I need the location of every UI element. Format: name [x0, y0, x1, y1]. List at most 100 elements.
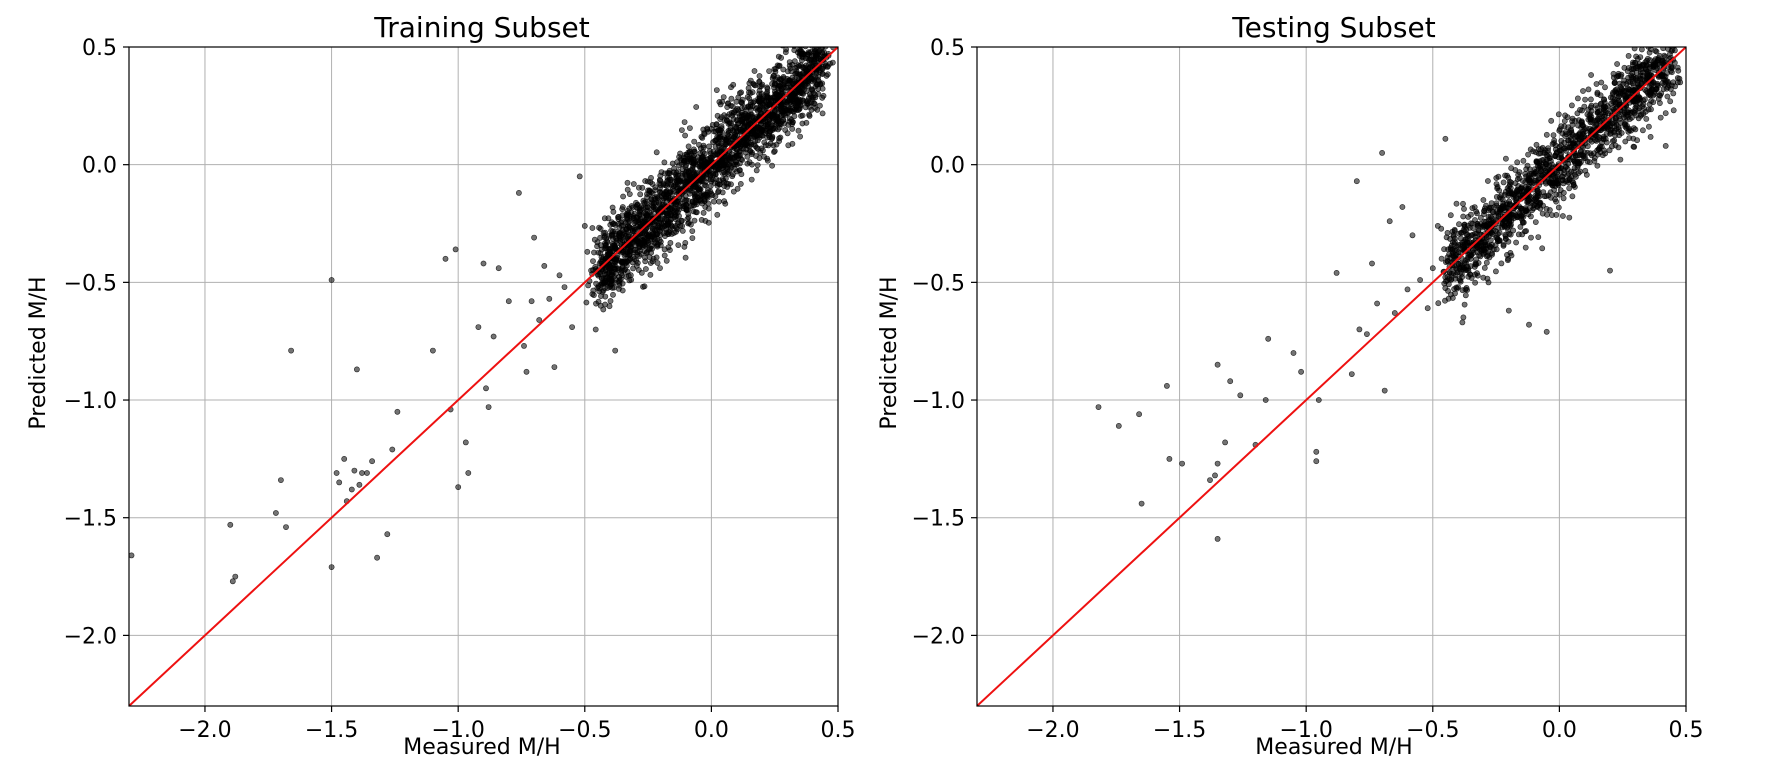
training-y-tick-label: −1.5: [64, 507, 117, 532]
testing-data-point: [1556, 191, 1563, 198]
testing-data-point: [1617, 84, 1624, 90]
training-data-point: [792, 34, 797, 39]
testing-data-point: [1569, 115, 1576, 122]
testing-data-point: [1549, 140, 1556, 147]
training-data-point: [531, 234, 537, 241]
testing-data-point: [1548, 194, 1554, 201]
training-data-point: [823, 72, 830, 79]
testing-data-point: [1635, 95, 1642, 102]
testing-data-point: [1451, 241, 1458, 247]
testing-data-point: [1670, 79, 1677, 86]
testing-data-point: [1599, 139, 1605, 146]
testing-data-point: [1547, 207, 1553, 213]
training-data-point: [754, 127, 761, 134]
testing-data-point: [1656, 29, 1661, 34]
training-data-point: [348, 486, 355, 493]
testing-data-point: [1471, 204, 1478, 210]
training-data-point: [731, 133, 737, 140]
training-data-point: [600, 230, 607, 237]
testing-data-point: [1548, 175, 1555, 182]
testing-data-point: [1673, 41, 1678, 46]
training-data-point: [786, 77, 793, 84]
training-data-point: [774, 111, 781, 118]
training-data-point: [608, 275, 615, 282]
training-data-point: [734, 105, 741, 112]
training-data-point: [653, 149, 660, 156]
testing-data-point: [1265, 335, 1272, 342]
testing-data-point: [1657, 114, 1664, 121]
training-data-point: [505, 298, 512, 305]
training-data-point: [798, 62, 804, 69]
testing-y-tick-label: −1.5: [912, 507, 965, 532]
training-data-point: [731, 124, 738, 130]
training-data-point: [589, 225, 596, 231]
training-data-point: [619, 204, 626, 210]
training-data-point: [475, 324, 482, 330]
training-data-point: [647, 260, 654, 266]
training-data-point: [666, 170, 672, 176]
training-data-point: [785, 142, 792, 149]
testing-data-point: [1566, 185, 1573, 192]
training-data-point: [642, 254, 648, 261]
training-data-point: [716, 147, 723, 154]
testing-y-axis-label: Predicted M/H: [877, 276, 902, 429]
training-data-point: [771, 149, 777, 155]
testing-data-point: [1353, 178, 1360, 185]
training-data-point: [798, 113, 804, 119]
training-data-point: [356, 481, 363, 488]
training-data-point: [667, 239, 674, 246]
testing-data-point: [1653, 48, 1660, 55]
training-data-point: [551, 364, 558, 370]
training-data-point: [608, 227, 615, 234]
testing-data-point: [1552, 153, 1559, 160]
training-data-point: [789, 125, 796, 132]
testing-data-point: [1634, 137, 1640, 144]
training-data-point: [809, 96, 816, 103]
testing-y-tick-label: −1.0: [912, 389, 965, 414]
testing-data-point: [1434, 222, 1441, 229]
training-data-point: [712, 137, 719, 144]
training-data-point: [797, 102, 804, 108]
training-data-point: [817, 38, 822, 43]
testing-data-point: [1583, 125, 1590, 132]
testing-data-point: [1505, 187, 1512, 194]
training-data-point: [692, 193, 699, 200]
training-data-point: [624, 179, 631, 186]
training-data-point: [669, 223, 676, 230]
testing-data-point: [1447, 235, 1453, 242]
training-y-tick-label: −1.0: [64, 389, 117, 414]
training-data-point: [818, 30, 823, 35]
training-data-point: [556, 272, 563, 279]
training-data-point: [581, 222, 588, 229]
training-data-point: [671, 229, 677, 236]
testing-data-point: [1452, 247, 1458, 254]
training-data-point: [666, 189, 673, 196]
testing-data-point: [1672, 38, 1677, 43]
testing-data-point: [1618, 130, 1625, 136]
testing-data-point: [1575, 95, 1581, 102]
training-data-point: [824, 16, 829, 21]
training-data-point: [642, 242, 649, 249]
training-data-point: [803, 119, 810, 126]
training-data-point: [753, 167, 760, 174]
testing-data-point: [1614, 61, 1620, 67]
testing-data-point: [1557, 126, 1563, 133]
training-data-point: [771, 94, 778, 101]
testing-data-point: [1381, 387, 1388, 394]
testing-data-point: [1648, 106, 1654, 113]
training-data-point: [819, 38, 824, 43]
testing-data-point: [1475, 260, 1482, 266]
training-data-point: [801, 15, 806, 20]
training-data-point: [679, 170, 686, 177]
training-data-point: [813, 53, 819, 60]
testing-data-point: [1665, 22, 1670, 27]
training-data-point: [776, 82, 783, 89]
testing-data-point: [1611, 137, 1618, 144]
testing-data-point: [1493, 200, 1500, 207]
testing-data-point: [1672, 8, 1677, 13]
training-data-point: [681, 119, 688, 125]
testing-data-point: [1607, 267, 1613, 274]
testing-data-point: [1655, 96, 1662, 102]
training-data-point: [751, 68, 758, 74]
